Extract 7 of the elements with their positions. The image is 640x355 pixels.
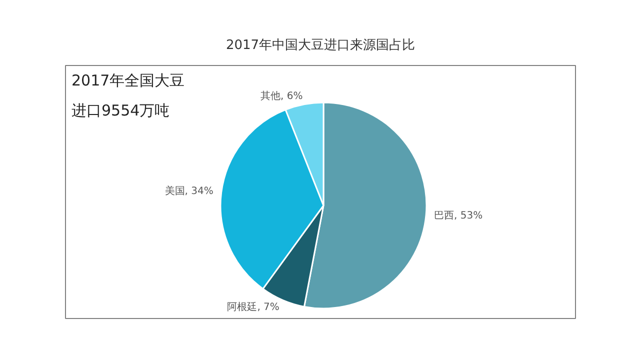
- chart-title: 2017年中国大豆进口来源国占比: [226, 38, 416, 53]
- slice-label: 其他, 6%: [260, 90, 303, 102]
- slice-label: 巴西, 53%: [434, 210, 483, 222]
- slice-label: 阿根廷, 7%: [227, 300, 280, 313]
- slice-label: 美国, 34%: [164, 185, 214, 198]
- text: 2017年全国大豆: [72, 72, 185, 90]
- text: 进口9554万吨: [72, 102, 170, 120]
